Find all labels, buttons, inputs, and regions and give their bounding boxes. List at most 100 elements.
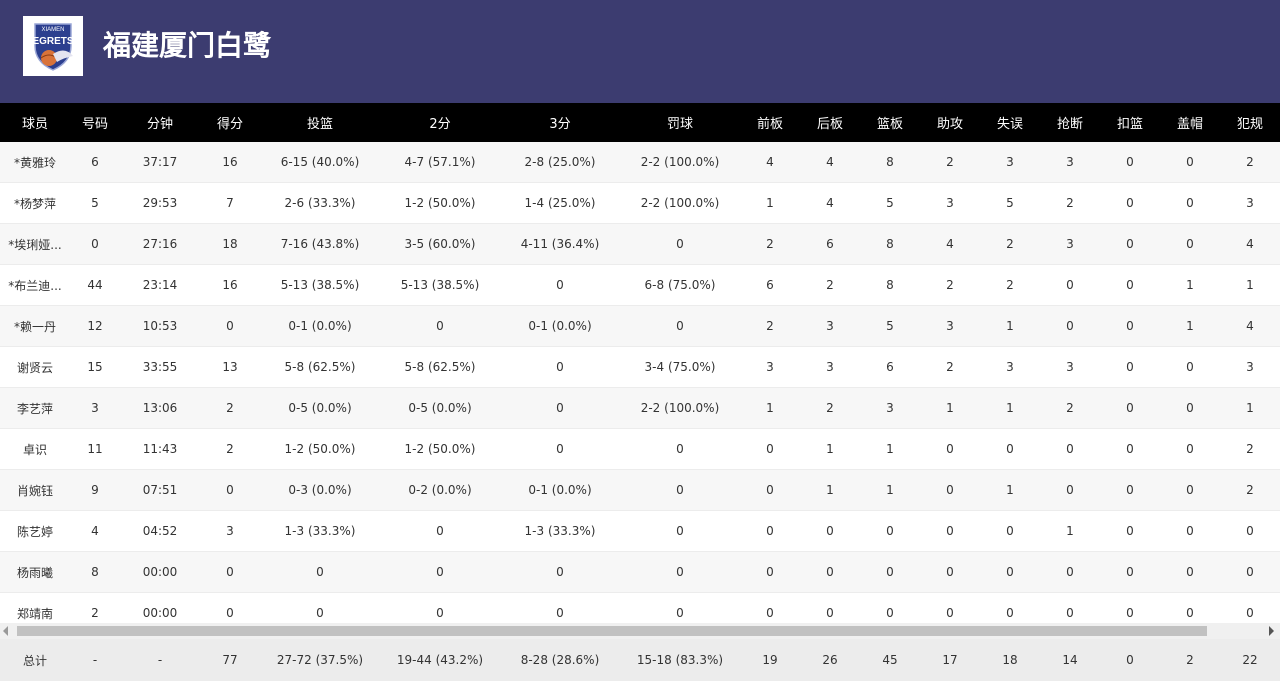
stat-cell: 0 [1160,428,1220,470]
stat-cell: 0 [500,387,620,429]
horizontal-scrollbar[interactable] [0,623,1280,639]
stat-cell: 3 [1220,346,1280,388]
stat-cell: 0 [200,551,260,593]
stat-cell: 07:51 [120,469,200,511]
stat-cell: 0 [980,551,1040,593]
stat-cell: 3 [200,510,260,552]
stat-cell: 16 [200,142,260,183]
stat-cell: 3-5 (60.0%) [380,223,500,265]
stat-cell: 11:43 [120,428,200,470]
stat-cell: 0 [500,428,620,470]
total-cell: 26 [800,639,860,681]
stat-cell: 00:00 [120,551,200,593]
stat-cell: 0-1 (0.0%) [260,305,380,347]
stat-cell: 2 [200,387,260,429]
table-row: 陈艺婷 4 04:52 3 1-3 (33.3%) 0 1-3 (33.3%) 0 0 0 0 0 0 1… [0,510,1280,552]
stat-cell: 8 [70,551,120,593]
stat-cell: 5-8 (62.5%) [260,346,380,388]
stat-cell: 0 [1100,551,1160,593]
stat-cell: 1 [1220,387,1280,429]
player-stats-table: 球员 号码 分钟 得分 投篮 2分 3分 罚球 前板 后板 篮板 助攻 失误 抢断 扣篮 盖帽 犯规 *黄雅玲 6… [0,103,1280,634]
stat-cell: 1 [740,387,800,429]
scroll-left-arrow-icon[interactable] [3,626,8,636]
logo-top-text: XIAMEN [41,27,64,33]
stat-cell: 5 [70,182,120,224]
stat-cell: 0 [1040,264,1100,306]
stat-cell: 4 [740,142,800,183]
stat-cell: 18 [200,223,260,265]
stat-cell: 8 [860,142,920,183]
table-row: *布兰迪... 44 23:14 16 5-13 (38.5%) 5-13 (38.5%)… [0,264,1280,306]
table-row: 李艺萍 3 13:06 2 0-5 (0.0%) 0-5 (0.0%) 0 2-2 (100.… [0,387,1280,429]
stat-cell: 16 [200,264,260,306]
player-name-cell: 杨雨曦 [0,551,70,593]
stat-cell: 0 [800,551,860,593]
stat-cell: 0 [500,346,620,388]
total-cell: 19 [740,639,800,681]
totals-row: 总计 - -77 27-72 (37.5%) 19-44 (43.2%) 8-28 (28… [0,639,1280,681]
stat-cell: 7 [200,182,260,224]
stat-cell: 0 [980,510,1040,552]
column-header: 犯规 [1220,103,1280,142]
table-row: *杨梦萍 5 29:53 7 2-6 (33.3%) 1-2 (50.0%) 1-4 (25… [0,182,1280,224]
player-name-cell: *赖一丹 [0,305,70,347]
stat-cell: 3 [1220,182,1280,224]
total-cell: 19-44 (43.2%) [380,639,500,681]
column-header: 后板 [800,103,860,142]
total-cell: 2 [1160,639,1220,681]
stat-cell: 44 [70,264,120,306]
stat-cell: 0-2 (0.0%) [380,469,500,511]
stat-cell: 6-15 (40.0%) [260,142,380,183]
stat-cell: 1 [800,469,860,511]
stat-cell: 2 [1220,142,1280,183]
table-row: 杨雨曦 8 00:00 0 0 0 0 0 0 0 0 0 0 0 0 0 0 [0,551,1280,593]
stat-cell: 8 [860,264,920,306]
stat-cell: 1-3 (33.3%) [500,510,620,552]
stat-cell: 2 [1040,387,1100,429]
stat-cell: 0 [1160,469,1220,511]
stat-cell: 0 [920,551,980,593]
logo-main-text: EGRETS [32,36,73,47]
stat-cell: 2-2 (100.0%) [620,387,740,429]
stat-cell: 2 [920,264,980,306]
total-cell: 22 [1220,639,1280,681]
stat-cell: 0 [1160,142,1220,183]
stat-cell: 0 [1100,387,1160,429]
stat-cell: 0 [1100,305,1160,347]
stat-cell: 3 [740,346,800,388]
stat-cell: 9 [70,469,120,511]
total-cell: - [70,639,120,681]
stat-cell: 0 [1040,428,1100,470]
stat-cell: 4-11 (36.4%) [500,223,620,265]
stat-cell: 1 [980,305,1040,347]
column-header: 分钟 [120,103,200,142]
stat-cell: 1-3 (33.3%) [260,510,380,552]
stat-cell: 2 [1220,469,1280,511]
stat-cell: 1 [1220,264,1280,306]
stat-cell: 0 [620,551,740,593]
stat-cell: 2 [1220,428,1280,470]
stat-cell: 10:53 [120,305,200,347]
scroll-right-arrow-icon[interactable] [1269,626,1274,636]
column-header: 失误 [980,103,1040,142]
stat-cell: 4 [920,223,980,265]
stat-cell: 3 [920,182,980,224]
scrollbar-thumb[interactable] [17,626,1207,636]
stat-cell: 1-2 (50.0%) [380,182,500,224]
team-logo: XIAMEN EGRETS [23,16,83,76]
stat-cell: 0 [200,305,260,347]
stat-cell: 2 [1040,182,1100,224]
stat-cell: 0 [620,510,740,552]
stat-cell: 3 [800,305,860,347]
stat-cell: 3 [800,346,860,388]
stat-cell: 15 [70,346,120,388]
column-header: 球员 [0,103,70,142]
stat-cell: 6 [860,346,920,388]
table-row: *埃琍娅... 0 27:16 18 7-16 (43.8%) 3-5 (60.0%) 4-… [0,223,1280,265]
player-name-cell: 陈艺婷 [0,510,70,552]
stat-cell: 3-4 (75.0%) [620,346,740,388]
table-row: 卓识 11 11:43 2 1-2 (50.0%) 1-2 (50.0%) 0 0 0 1 1 0 0 0… [0,428,1280,470]
stat-cell: 0 [1160,387,1220,429]
column-header: 投篮 [260,103,380,142]
column-header: 得分 [200,103,260,142]
